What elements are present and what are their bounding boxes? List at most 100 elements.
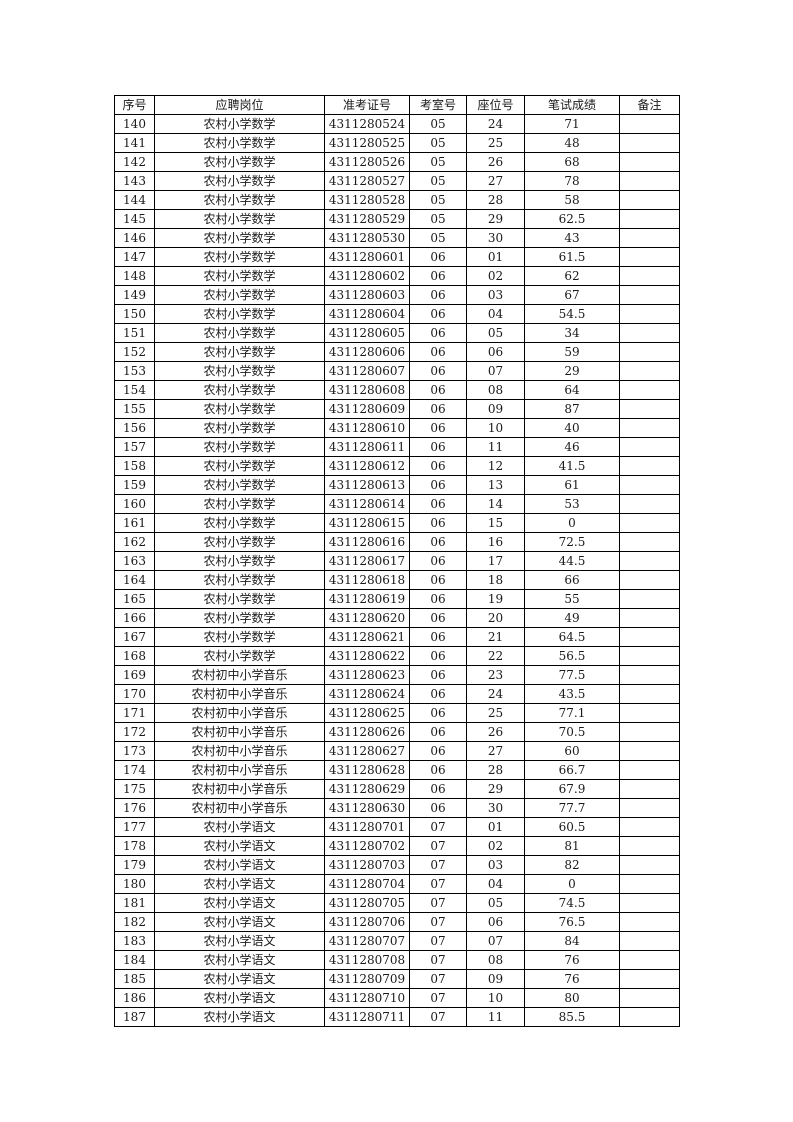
table-cell: 农村初中小学音乐 bbox=[154, 684, 325, 704]
table-row: 145 农村小学数学 4311280529 05 29 62.5 bbox=[114, 209, 680, 229]
table-cell: 农村小学数学 bbox=[154, 627, 325, 647]
table-cell: 61 bbox=[524, 475, 620, 495]
table-cell: 159 bbox=[114, 475, 155, 495]
table-cell: 4311280529 bbox=[324, 209, 410, 229]
table-cell: 163 bbox=[114, 551, 155, 571]
table-cell: 农村小学数学 bbox=[154, 437, 325, 457]
table-cell: 4311280627 bbox=[324, 741, 410, 761]
table-body: 140 农村小学数学 4311280524 05 24 71 141 农村小学数学 431128… bbox=[114, 114, 680, 1027]
table-cell bbox=[619, 722, 680, 742]
column-header: 应聘岗位 bbox=[154, 95, 325, 115]
table-cell: 05 bbox=[409, 133, 467, 153]
table-cell: 4311280526 bbox=[324, 152, 410, 172]
table-row: 163 农村小学数学 4311280617 06 17 44.5 bbox=[114, 551, 680, 571]
table-row: 154 农村小学数学 4311280608 06 08 64 bbox=[114, 380, 680, 400]
table-cell: 4311280613 bbox=[324, 475, 410, 495]
table-cell: 174 bbox=[114, 760, 155, 780]
column-header: 备注 bbox=[619, 95, 680, 115]
table-cell: 4311280626 bbox=[324, 722, 410, 742]
table-cell: 07 bbox=[466, 361, 525, 381]
table-cell bbox=[619, 1007, 680, 1027]
table-cell: 农村小学数学 bbox=[154, 247, 325, 267]
table-cell: 29 bbox=[524, 361, 620, 381]
table-cell: 农村小学数学 bbox=[154, 589, 325, 609]
table-cell: 4311280525 bbox=[324, 133, 410, 153]
table-cell: 151 bbox=[114, 323, 155, 343]
table-cell: 22 bbox=[466, 646, 525, 666]
table-cell bbox=[619, 684, 680, 704]
table-cell: 05 bbox=[466, 323, 525, 343]
table-cell: 05 bbox=[409, 114, 467, 134]
table-cell: 4311280614 bbox=[324, 494, 410, 514]
table-cell bbox=[619, 399, 680, 419]
table-cell: 农村初中小学音乐 bbox=[154, 779, 325, 799]
table-cell: 农村初中小学音乐 bbox=[154, 760, 325, 780]
table-cell: 176 bbox=[114, 798, 155, 818]
table-cell: 0 bbox=[524, 513, 620, 533]
table-cell bbox=[619, 893, 680, 913]
table-cell: 农村小学数学 bbox=[154, 266, 325, 286]
table-cell: 04 bbox=[466, 304, 525, 324]
table-cell bbox=[619, 133, 680, 153]
table-cell: 07 bbox=[409, 1007, 467, 1027]
table-cell: 27 bbox=[466, 171, 525, 191]
table-cell: 29 bbox=[466, 209, 525, 229]
table-cell: 180 bbox=[114, 874, 155, 894]
table-cell: 4311280703 bbox=[324, 855, 410, 875]
table-cell: 78 bbox=[524, 171, 620, 191]
table-cell: 农村小学数学 bbox=[154, 361, 325, 381]
table-cell: 04 bbox=[466, 874, 525, 894]
table-cell: 农村小学语文 bbox=[154, 874, 325, 894]
table-cell: 17 bbox=[466, 551, 525, 571]
table-cell: 25 bbox=[466, 133, 525, 153]
table-cell bbox=[619, 285, 680, 305]
table-cell: 06 bbox=[409, 304, 467, 324]
table-cell: 186 bbox=[114, 988, 155, 1008]
table-row: 186 农村小学语文 4311280710 07 10 80 bbox=[114, 988, 680, 1008]
table-cell: 4311280620 bbox=[324, 608, 410, 628]
table-cell: 06 bbox=[409, 247, 467, 267]
table-cell: 60.5 bbox=[524, 817, 620, 837]
table-cell bbox=[619, 532, 680, 552]
table-cell: 161 bbox=[114, 513, 155, 533]
table-cell: 4311280702 bbox=[324, 836, 410, 856]
table-head: 序号 应聘岗位 准考证号 考室号 座位号 笔试成绩 备注 bbox=[114, 95, 680, 115]
table-cell: 60 bbox=[524, 741, 620, 761]
table-cell: 82 bbox=[524, 855, 620, 875]
table-cell bbox=[619, 665, 680, 685]
table-cell: 84 bbox=[524, 931, 620, 951]
table-cell: 农村小学语文 bbox=[154, 836, 325, 856]
table-row: 161 农村小学数学 4311280615 06 15 0 bbox=[114, 513, 680, 533]
table-cell: 146 bbox=[114, 228, 155, 248]
table-cell: 06 bbox=[409, 418, 467, 438]
table-cell: 165 bbox=[114, 589, 155, 609]
table-cell: 4311280604 bbox=[324, 304, 410, 324]
table-cell: 12 bbox=[466, 456, 525, 476]
table-cell: 145 bbox=[114, 209, 155, 229]
table-cell: 148 bbox=[114, 266, 155, 286]
table-cell: 66 bbox=[524, 570, 620, 590]
table-cell: 06 bbox=[409, 798, 467, 818]
table-cell: 4311280701 bbox=[324, 817, 410, 837]
table-row: 171 农村初中小学音乐 4311280625 06 25 77.1 bbox=[114, 703, 680, 723]
table-row: 150 农村小学数学 4311280604 06 04 54.5 bbox=[114, 304, 680, 324]
table-cell: 4311280617 bbox=[324, 551, 410, 571]
table-cell: 农村小学数学 bbox=[154, 133, 325, 153]
table-cell: 07 bbox=[409, 817, 467, 837]
table-cell: 06 bbox=[409, 361, 467, 381]
table-cell: 43 bbox=[524, 228, 620, 248]
table-cell: 09 bbox=[466, 399, 525, 419]
table-cell: 157 bbox=[114, 437, 155, 457]
table-cell: 85.5 bbox=[524, 1007, 620, 1027]
table-cell: 4311280615 bbox=[324, 513, 410, 533]
table-cell: 169 bbox=[114, 665, 155, 685]
table-cell: 农村初中小学音乐 bbox=[154, 741, 325, 761]
table-cell bbox=[619, 418, 680, 438]
table-cell: 4311280619 bbox=[324, 589, 410, 609]
table-cell: 01 bbox=[466, 817, 525, 837]
table-cell: 4311280707 bbox=[324, 931, 410, 951]
table-cell: 农村小学数学 bbox=[154, 532, 325, 552]
table-cell: 48 bbox=[524, 133, 620, 153]
table-row: 149 农村小学数学 4311280603 06 03 67 bbox=[114, 285, 680, 305]
table-cell: 28 bbox=[466, 760, 525, 780]
